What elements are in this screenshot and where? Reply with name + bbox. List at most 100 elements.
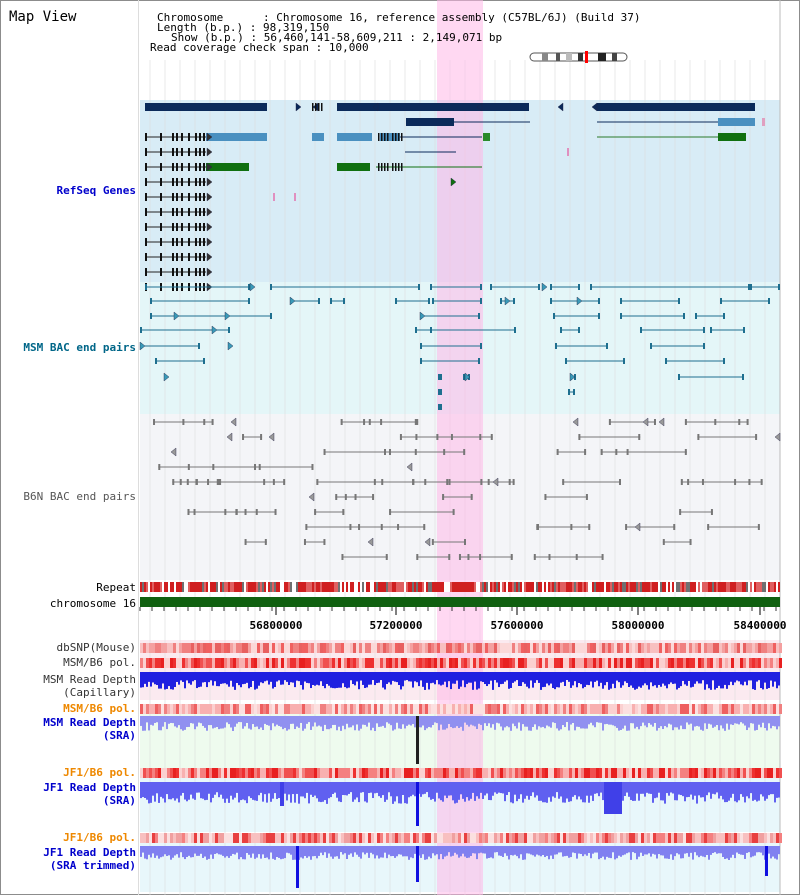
dbsnp-density-cell — [512, 643, 515, 653]
jf1-b6-pol-2-cell — [245, 833, 248, 843]
jf1-depth-trim-bar — [768, 846, 770, 854]
dbsnp-density-cell — [227, 643, 230, 653]
msm-b6-pol-cell — [512, 658, 515, 668]
track-label-msm-b6-pol-2[interactable]: MSM/B6 pol. — [63, 702, 136, 715]
jf1-b6-pol-2-cell — [614, 833, 617, 843]
jf1-depth-trim-bar — [404, 846, 406, 857]
msm-bac-pair-end — [150, 298, 152, 304]
track-label-jf1-b6-pol[interactable]: JF1/B6 pol. — [63, 766, 136, 779]
jf1-depth-trim-bar — [366, 846, 368, 853]
jf1-b6-pol-cell — [272, 768, 275, 778]
msm-depth-capillary-bar — [644, 672, 646, 684]
repeat-element — [176, 582, 178, 592]
jf1-depth-trim-bar — [646, 846, 648, 855]
msm-depth-capillary-bar — [682, 672, 684, 681]
msm-b6-pol-cell — [254, 658, 257, 668]
dbsnp-density-cell — [467, 643, 470, 653]
track-label-dbsnp[interactable]: dbSNP(Mouse) — [56, 641, 136, 654]
jf1-depth-sra-bar — [430, 782, 432, 800]
msm-b6-pol-cell — [560, 658, 563, 668]
msm-depth-capillary-bar — [642, 672, 644, 686]
msm-b6-pol-2-cell — [713, 704, 716, 714]
msm-depth-sra-bar — [368, 716, 370, 723]
track-label-msm-bac[interactable]: MSM BAC end pairs — [23, 341, 136, 354]
label-column-divider — [138, 0, 139, 895]
jf1-depth-sra-bar — [392, 782, 394, 804]
track-label-refseq[interactable]: RefSeq Genes — [56, 184, 136, 197]
msm-depth-capillary-bar — [534, 672, 536, 683]
jf1-depth-trim-bar — [682, 846, 684, 859]
jf1-b6-pol-cell — [695, 768, 698, 778]
jf1-depth-sra-bar — [684, 782, 686, 802]
jf1-b6-pol-2-cell — [278, 833, 281, 843]
dbsnp-density-cell — [740, 643, 743, 653]
msm-b6-pol-2-cell — [266, 704, 269, 714]
jf1-depth-sra-bar — [180, 782, 182, 796]
jf1-b6-pol-cell — [776, 768, 779, 778]
msm-b6-pol-2-cell — [632, 704, 635, 714]
jf1-b6-pol-2-cell — [320, 833, 323, 843]
jf1-depth-trim-bar — [484, 846, 486, 854]
jf1-depth-trim-bar — [570, 846, 572, 858]
msm-depth-capillary-bar — [598, 672, 600, 687]
track-label-chromosome[interactable]: chromosome 16 — [49, 597, 136, 610]
jf1-b6-pol-2-cell — [611, 833, 614, 843]
msm-depth-sra-bar — [344, 716, 346, 730]
msm-b6-pol-cell — [428, 658, 431, 668]
jf1-depth-sra-bar — [354, 782, 356, 800]
repeat-element — [770, 582, 772, 592]
repeat-element — [318, 582, 320, 592]
repeat-element — [488, 582, 490, 592]
msm-bac-pair-end — [723, 313, 725, 319]
jf1-b6-pol-2-cell — [275, 833, 278, 843]
track-label-repeat[interactable]: Repeat — [96, 581, 136, 594]
msm-depth-sra-bar — [404, 716, 406, 729]
jf1-depth-sra-bar — [638, 782, 640, 801]
dbsnp-density-cell — [179, 643, 182, 653]
msm-depth-sra-bar — [566, 716, 568, 723]
jf1-b6-pol-cell — [287, 768, 290, 778]
jf1-b6-pol-cell — [167, 768, 170, 778]
track-label-msm-depth-sra[interactable]: MSM Read Depth — [43, 716, 136, 729]
jf1-depth-sra-bar — [464, 782, 466, 802]
msm-depth-sra-bar — [452, 716, 454, 729]
dbsnp-density-cell — [362, 643, 365, 653]
dbsnp-density-cell — [728, 643, 731, 653]
msm-depth-capillary-bar — [188, 672, 190, 684]
msm-depth-capillary-bar — [220, 672, 222, 684]
jf1-b6-pol-2-cell — [386, 833, 389, 843]
track-label-jf1-b6-pol-2[interactable]: JF1/B6 pol. — [63, 831, 136, 844]
msm-depth-sra-bar — [756, 716, 758, 730]
msm-depth-sra-bar — [746, 716, 748, 731]
track-label-msm-b6-pol[interactable]: MSM/B6 pol. — [63, 656, 136, 669]
track-label-b6n-bac[interactable]: B6N BAC end pairs — [23, 490, 136, 503]
jf1-b6-pol-cell — [689, 768, 692, 778]
jf1-depth-trim-bar — [650, 846, 652, 857]
track-label-jf1-depth-sra[interactable]: JF1 Read Depth — [43, 781, 136, 794]
msm-depth-sra-bar — [490, 716, 492, 728]
jf1-b6-pol-cell — [275, 768, 278, 778]
msm-depth-sra-bar — [488, 716, 490, 724]
track-label-jf1-depth-trimmed[interactable]: JF1 Read Depth — [43, 846, 136, 859]
jf1-depth-sra-bar — [182, 782, 184, 793]
jf1-depth-sra-bar — [324, 782, 326, 801]
dbsnp-density-cell — [320, 643, 323, 653]
msm-depth-capillary-bar — [622, 672, 624, 686]
dbsnp-density-cell — [173, 643, 176, 653]
dbsnp-density-cell — [734, 643, 737, 653]
msm-b6-pol-cell — [362, 658, 365, 668]
msm-depth-sra-bar — [288, 716, 290, 730]
repeat-element — [384, 582, 386, 592]
msm-depth-capillary-bar — [768, 672, 770, 689]
dbsnp-density-cell — [572, 643, 575, 653]
jf1-b6-pol-cell — [620, 768, 623, 778]
repeat-element — [216, 582, 218, 592]
dbsnp-density-cell — [593, 643, 596, 653]
jf1-b6-pol-cell — [581, 768, 584, 778]
msm-bac-pair-end — [678, 374, 680, 380]
repeat-element — [228, 582, 230, 592]
jf1-b6-pol-2-cell — [317, 833, 320, 843]
track-label-msm-depth-capillary[interactable]: MSM Read Depth — [43, 673, 136, 686]
track-label-jf1-depth-trimmed-sub: (SRA trimmed) — [49, 859, 136, 872]
